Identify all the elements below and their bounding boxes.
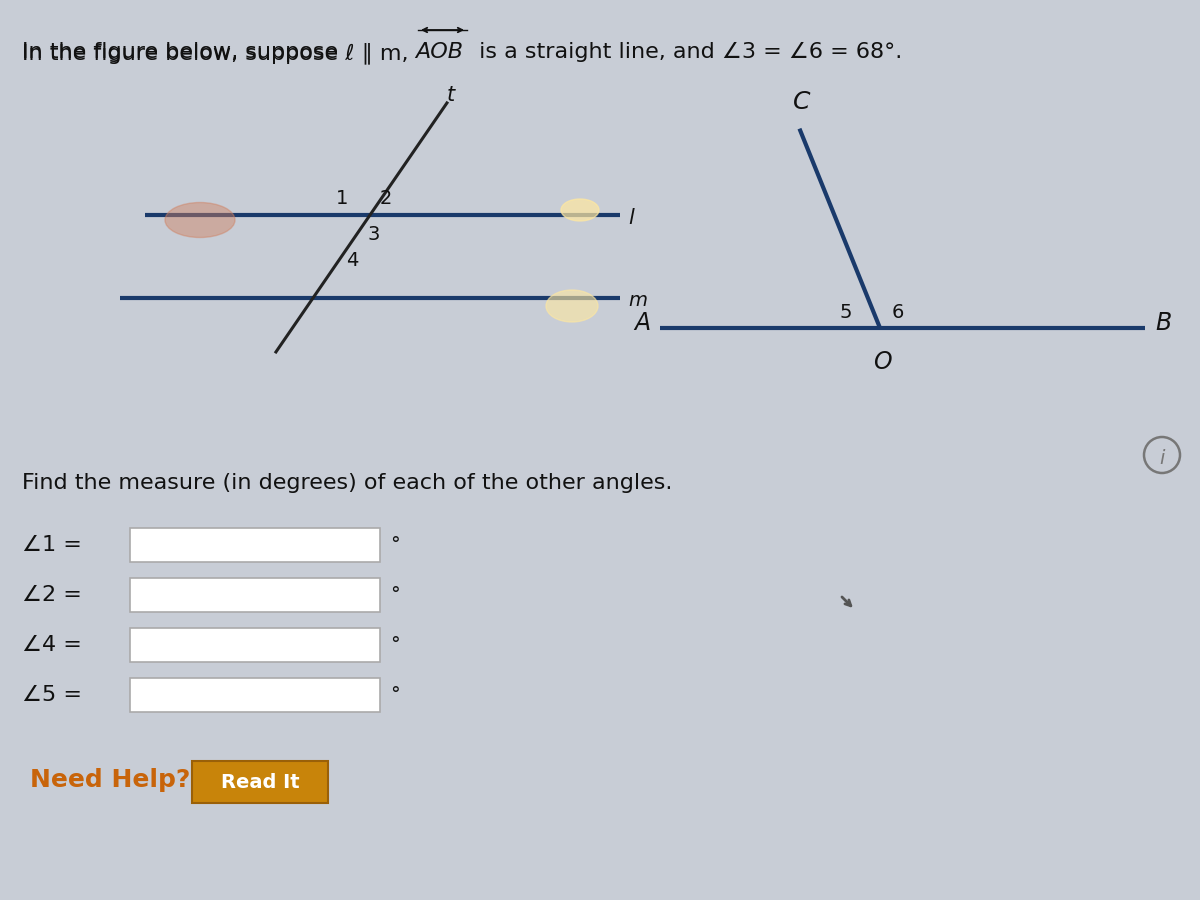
FancyBboxPatch shape [130,528,380,562]
Text: °: ° [390,586,400,605]
Text: B: B [1154,311,1171,335]
Text: Find the measure (in degrees) of each of the other angles.: Find the measure (in degrees) of each of… [22,473,672,493]
Text: 3: 3 [368,226,380,245]
Text: °: ° [390,635,400,654]
Ellipse shape [546,290,598,322]
FancyBboxPatch shape [130,678,380,712]
Text: 2: 2 [380,190,392,209]
Text: 5: 5 [840,302,852,321]
Text: 1: 1 [336,190,348,209]
Text: 4: 4 [346,251,358,271]
Text: ∠2 =: ∠2 = [22,585,82,605]
Ellipse shape [562,199,599,221]
Text: ∠4 =: ∠4 = [22,635,82,655]
Text: °: ° [390,686,400,705]
FancyBboxPatch shape [130,578,380,612]
Text: 6: 6 [892,302,904,321]
Text: AOB: AOB [415,42,463,62]
Text: O: O [872,350,892,374]
Text: °: ° [390,536,400,554]
Text: ∠5 =: ∠5 = [22,685,82,705]
Text: i: i [1159,448,1165,467]
FancyBboxPatch shape [130,628,380,662]
Text: Read It: Read It [221,772,299,791]
Text: In the figure below, suppose ℓ ∥ m,: In the figure below, suppose ℓ ∥ m, [22,42,415,64]
Text: is a straight line, and ∠3 = ∠6 = 68°.: is a straight line, and ∠3 = ∠6 = 68°. [472,42,902,62]
Text: ∠1 =: ∠1 = [22,535,82,555]
Ellipse shape [166,202,235,238]
Text: l: l [628,208,634,228]
FancyBboxPatch shape [192,761,328,803]
Text: t: t [446,85,455,105]
Text: In the figure below, suppose: In the figure below, suppose [22,42,346,62]
Text: Need Help?: Need Help? [30,768,191,792]
Text: C: C [793,90,810,113]
Text: A: A [634,311,650,335]
Text: m: m [628,292,647,310]
